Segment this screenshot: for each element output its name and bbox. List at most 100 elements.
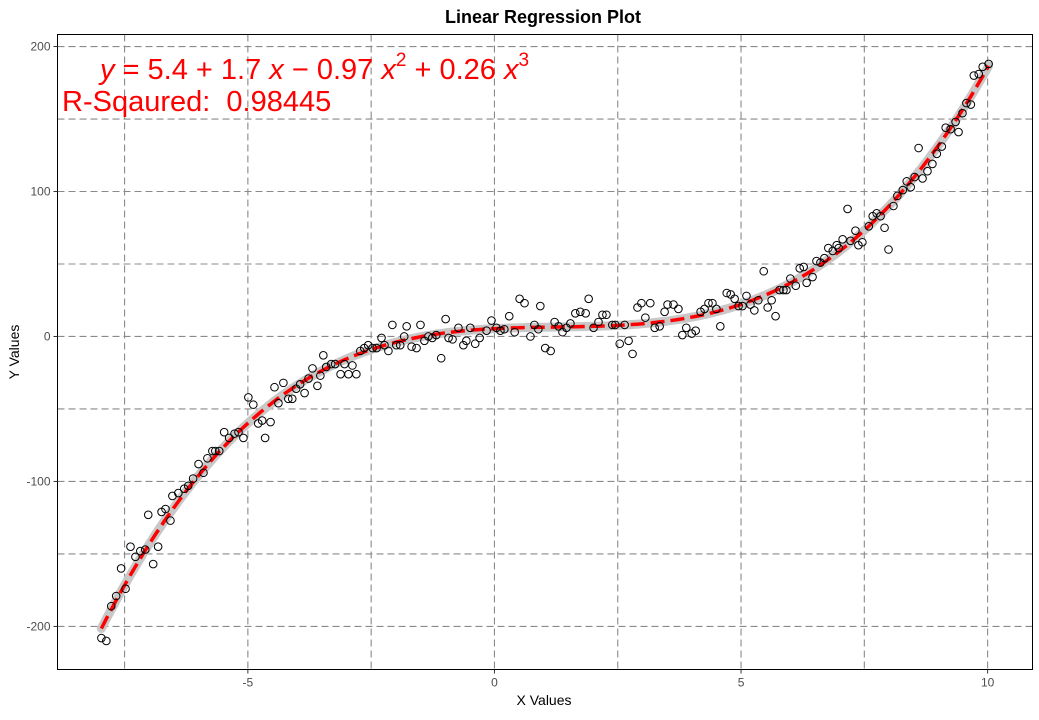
- data-point: [637, 298, 646, 308]
- data-point: [923, 166, 932, 176]
- data-point: [589, 323, 598, 333]
- y-tick-label: -100: [26, 474, 50, 488]
- data-point: [655, 322, 664, 331]
- data-point: [214, 446, 224, 456]
- data-point: [786, 274, 795, 283]
- data-point: [843, 204, 852, 214]
- eq-x: x: [502, 54, 520, 86]
- data-point: [161, 504, 170, 514]
- data-point: [581, 308, 590, 318]
- data-point: [270, 382, 279, 392]
- x-tick-label: 0: [491, 676, 498, 690]
- data-point: [143, 510, 153, 520]
- data-point: [615, 339, 625, 349]
- data-point: [722, 288, 732, 298]
- data-point: [102, 636, 111, 646]
- data-point: [316, 371, 325, 380]
- data-point: [136, 546, 145, 556]
- data-point: [274, 398, 283, 408]
- y-tick-label: -200: [26, 619, 50, 633]
- data-point: [602, 310, 611, 320]
- data-point: [802, 278, 811, 288]
- x-tick-label: -5: [243, 676, 254, 690]
- data-point: [444, 333, 453, 343]
- data-point: [330, 359, 340, 369]
- x-axis-label: X Values: [517, 692, 572, 708]
- data-point: [832, 240, 842, 250]
- data-point: [584, 294, 593, 304]
- data-point: [984, 59, 993, 69]
- data-point: [663, 300, 672, 309]
- data-point: [284, 394, 293, 404]
- data-point: [368, 343, 377, 353]
- data-point: [554, 322, 563, 331]
- data-point: [441, 314, 450, 324]
- data-point: [520, 298, 529, 308]
- data-point: [454, 323, 463, 333]
- data-point: [763, 303, 772, 312]
- data-point: [340, 359, 349, 369]
- eq-part: = 5.4 + 1.7: [115, 54, 270, 86]
- data-point: [771, 311, 780, 321]
- data-point: [712, 304, 721, 314]
- data-point: [380, 340, 389, 350]
- data-point: [436, 353, 446, 363]
- data-point: [678, 330, 687, 340]
- data-point: [546, 346, 555, 356]
- data-point: [889, 201, 898, 211]
- data-point: [893, 191, 902, 201]
- data-point: [824, 243, 833, 253]
- x-tick-label: 5: [738, 676, 745, 690]
- data-point: [194, 459, 203, 469]
- data-point: [540, 343, 550, 353]
- data-point: [808, 272, 817, 282]
- data-point: [111, 591, 121, 601]
- data-point: [384, 346, 393, 356]
- data-point: [392, 340, 401, 350]
- data-point: [266, 417, 275, 427]
- data-point: [918, 174, 927, 183]
- data-point: [416, 320, 425, 330]
- data-point: [958, 108, 967, 118]
- data-point: [203, 453, 212, 463]
- data-point: [969, 71, 979, 80]
- data-point: [734, 301, 743, 311]
- y-tick-label: 200: [30, 40, 50, 54]
- data-point: [431, 330, 441, 340]
- data-point: [326, 359, 336, 369]
- data-point: [820, 253, 829, 263]
- chart-title: Linear Regression Plot: [445, 7, 641, 27]
- eq-part: + 0.26: [406, 54, 504, 86]
- data-point: [260, 433, 270, 443]
- eq-x: x: [379, 54, 397, 86]
- data-point: [388, 320, 397, 330]
- gridlines: [57, 34, 1033, 670]
- data-point: [308, 364, 317, 373]
- data-point: [106, 601, 116, 611]
- data-point: [510, 327, 519, 337]
- data-point: [536, 301, 545, 311]
- data-point: [183, 481, 193, 491]
- data-point: [782, 285, 791, 295]
- data-point: [624, 336, 633, 346]
- data-point: [395, 340, 405, 350]
- regression-equation: y = 5.4 + 1.7 x − 0.97 x2 + 0.26 x3: [98, 50, 529, 86]
- confidence-band: [96, 61, 994, 633]
- y-axis-ticks: -200 -100 0 100 200: [26, 40, 58, 633]
- data-point: [880, 223, 889, 233]
- data-point: [799, 262, 808, 272]
- data-point: [962, 98, 971, 108]
- x-tick-label: 10: [981, 676, 995, 690]
- data-point: [650, 323, 660, 333]
- data-point: [730, 294, 739, 304]
- data-point: [407, 342, 416, 351]
- data-point: [906, 182, 915, 192]
- data-point: [738, 301, 747, 311]
- data-point: [211, 446, 220, 456]
- eq-part: − 0.97: [284, 54, 382, 86]
- data-point: [121, 584, 130, 594]
- data-point: [858, 237, 867, 247]
- data-point: [487, 316, 496, 325]
- eq-x: x: [267, 54, 285, 86]
